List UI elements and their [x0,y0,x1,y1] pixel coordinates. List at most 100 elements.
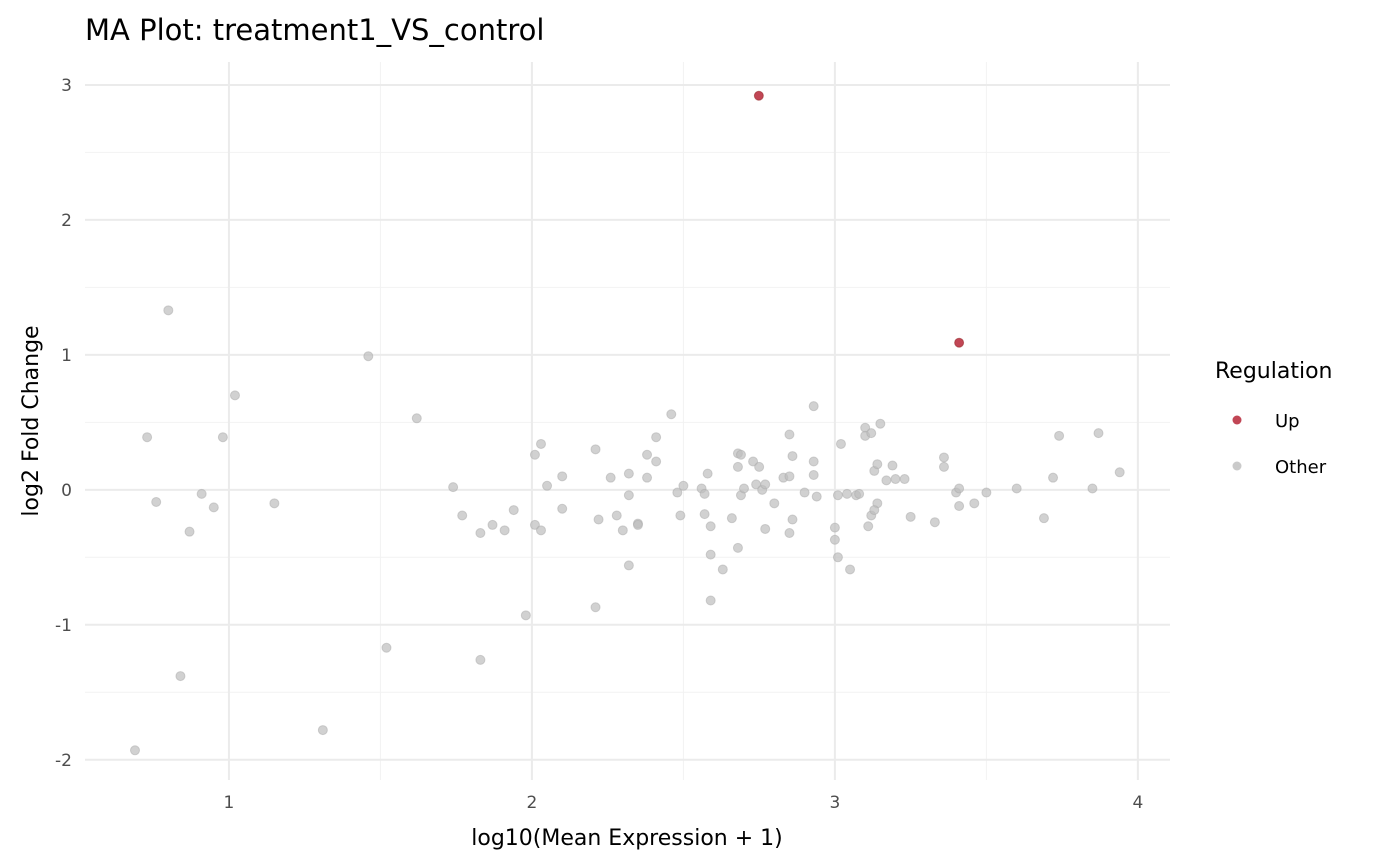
point-other [890,474,901,485]
point-other [672,487,683,498]
point-other [363,351,374,362]
x-tick-label: 3 [829,793,840,813]
point-other [835,438,846,449]
point-other [623,490,634,501]
point-other [1054,430,1065,441]
point-other [487,519,498,530]
legend-marker-up [1232,415,1242,425]
point-other [675,510,686,521]
point-other [457,510,468,521]
point-other [869,505,880,516]
data-points [129,90,1125,756]
point-other [699,488,710,499]
point-other [832,490,843,501]
point-other [535,438,546,449]
point-other [811,491,822,502]
point-other [535,525,546,536]
point-other [623,468,634,479]
point-other [590,602,601,613]
point-other [938,452,949,463]
point-other [1038,513,1049,524]
point-other [1093,428,1104,439]
point-other [887,460,898,471]
y-tick-label: 3 [61,76,72,96]
point-other [651,456,662,467]
point-other [542,480,553,491]
chart-title: MA Plot: treatment1_VS_control [85,13,544,47]
point-other [799,487,810,498]
point-other [208,502,219,513]
y-tick-label: 1 [61,346,72,366]
point-other [142,432,153,443]
point-other [875,418,886,429]
point-other [705,521,716,532]
point-other [735,449,746,460]
point-other [448,482,459,493]
point-other [269,498,280,509]
point-other [938,461,949,472]
point-other [872,459,883,470]
point-other [929,517,940,528]
point-other [717,564,728,575]
point-other [651,432,662,443]
point-other [732,542,743,553]
point-other [475,654,486,665]
point-other [754,461,765,472]
point-other [808,401,819,412]
tick-labels: 1 2 3 4 -2 -1 0 1 2 3 [55,76,1143,813]
point-other [954,483,965,494]
point-other [832,552,843,563]
grid [85,62,1170,780]
point-other [726,513,737,524]
x-axis-title: log10(Mean Expression + 1) [471,826,782,851]
point-other [769,498,780,509]
point-other [1114,467,1125,478]
point-other [863,521,874,532]
point-other [632,519,643,530]
point-other [217,432,228,443]
point-other [229,390,240,401]
point-other [784,429,795,440]
x-tick-label: 4 [1132,793,1143,813]
point-other [557,471,568,482]
legend-label-other: Other [1275,457,1327,478]
y-axis-title: log2 Fold Change [19,325,44,516]
point-other [411,413,422,424]
point-other [760,523,771,534]
point-other [508,505,519,516]
point-other [845,564,856,575]
point-other [381,642,392,653]
point-other [611,510,622,521]
point-other [705,595,716,606]
point-other [317,725,328,736]
point-other [829,534,840,545]
point-other [1087,483,1098,494]
legend: Regulation Up Other [1215,359,1332,478]
x-tick-label: 1 [224,793,235,813]
point-up [954,337,965,348]
point-other [175,671,186,682]
point-other [808,456,819,467]
point-other [787,514,798,525]
point-other [705,549,716,560]
point-other [784,471,795,482]
point-other [605,472,616,483]
y-tick-label: -1 [55,616,72,636]
point-other [163,305,174,316]
point-other [475,528,486,539]
point-other [842,488,853,499]
point-other [699,509,710,520]
point-other [969,498,980,509]
point-other [981,487,992,498]
point-other [590,444,601,455]
point-other [666,409,677,420]
point-other [617,525,628,536]
point-other [623,560,634,571]
point-other [732,461,743,472]
point-up [753,90,764,101]
point-other [881,475,892,486]
point-other [738,483,749,494]
point-other [642,449,653,460]
point-other [196,488,207,499]
